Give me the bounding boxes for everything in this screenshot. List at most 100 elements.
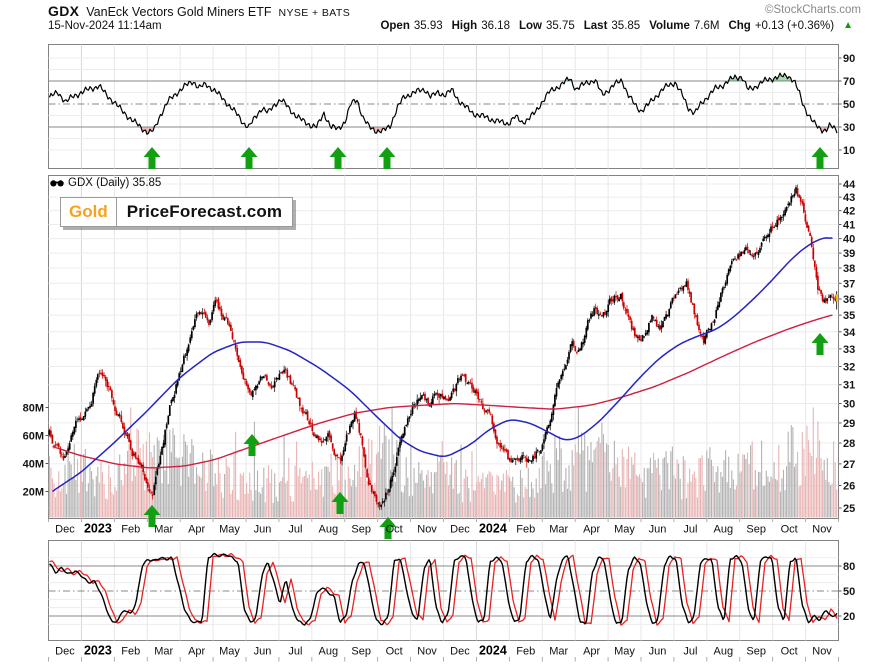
volume-value: 7.6M [693,20,720,32]
buy-signal-arrow [378,147,396,169]
month-label: Feb [121,524,140,536]
buy-signal-arrow [331,492,349,514]
month-label: Apr [188,646,205,658]
axis-tick-label: 80 [843,561,855,573]
buy-signal-arrow [329,147,347,169]
axis-tick-label: 40 [843,234,855,246]
year-label: 2024 [479,522,507,536]
month-label: Dec [450,646,470,658]
month-label: Aug [714,524,734,536]
volume-bars-down [50,407,838,518]
priceforecast-logo[interactable]: Gold PriceForecast.com [60,197,294,227]
month-label: Jul [683,646,697,658]
month-label: Sep [351,524,371,536]
axis-tick-label: 38 [843,263,855,275]
month-label: Jun [649,524,667,536]
month-label: May [614,646,635,658]
month-label: Mar [154,646,173,658]
axis-tick-label: 32 [843,362,855,374]
month-label: Oct [386,524,403,536]
month-label: Jun [649,646,667,658]
month-label: Dec [55,524,75,536]
month-label: Apr [583,524,600,536]
month-label: Feb [516,646,535,658]
change-label: Chg [728,20,751,32]
month-label: Feb [516,524,535,536]
high-value: 36.18 [481,20,510,32]
month-label: Sep [746,524,766,536]
month-label: Apr [188,524,205,536]
month-label: Dec [55,646,75,658]
stoch-signal-line [49,552,838,626]
month-label: Nov [417,524,437,536]
quote-datetime: 15-Nov-2024 11:14am [48,20,162,32]
month-label: Nov [417,646,437,658]
high-label: High [451,20,478,32]
candles-down [50,188,837,507]
exchange-label: NYSE + BATS [278,7,351,19]
year-label: 2024 [479,644,507,658]
main-chart-label-text: GDX (Daily) 35.85 [68,177,162,189]
month-label: Sep [351,646,371,658]
buy-signal-arrow [143,147,161,169]
month-label: Aug [714,646,734,658]
volume-label: Volume [649,20,690,32]
candles-up [48,187,832,508]
axis-tick-label: 34 [843,327,856,339]
axis-tick-label: 27 [843,459,855,471]
axis-tick-label: 41 [843,219,855,231]
month-label: Jun [254,646,272,658]
stockcharts-credit-link[interactable]: ©StockCharts.com [764,4,861,16]
axis-tick-label: 10 [843,145,855,157]
last-label: Last [583,20,608,32]
month-label: Apr [583,646,600,658]
month-label: Nov [812,646,832,658]
month-label: Jul [288,524,302,536]
axis-tick-label: 20 [843,611,855,623]
open-value: 35.93 [413,20,443,32]
month-label: Mar [549,524,568,536]
axis-tick-label: 70 [843,76,855,88]
quote-row: 15-Nov-2024 11:14am Open 35.93 High 36.18 … [48,20,853,32]
chart-title-row: GDX VanEck Vectors Gold Miners ETF NYSE … [48,3,350,19]
ticker-symbol: GDX [48,3,80,19]
axis-tick-label: 33 [843,344,855,356]
change-up-triangle: ▲ [843,20,853,31]
axis-tick-label: 42 [843,206,855,218]
volume-axis-label: 20M [23,487,44,499]
month-label: Oct [781,646,798,658]
main-chart-label: GDX (Daily) 35.85 [50,177,161,189]
month-label: May [219,524,240,536]
axis-tick-label: 26 [843,481,855,493]
axis-tick-label: 35 [843,310,855,322]
axis-tick-label: 36 [843,294,855,306]
axis-tick-label: 25 [843,503,855,515]
axis-tick-label: 39 [843,248,855,260]
month-label: Aug [319,646,339,658]
buy-signal-arrow [379,517,397,539]
month-label: Jun [254,524,272,536]
security-name: VanEck Vectors Gold Miners ETF [86,5,272,19]
axis-tick-label: 30 [843,399,855,411]
axis-tick-label: 44 [843,179,856,191]
buy-signal-arrow [243,434,261,456]
month-label: Dec [450,524,470,536]
slow-ma-line [52,314,833,469]
month-label: May [614,524,635,536]
year-label: 2023 [84,644,112,658]
axis-tick-label: 90 [843,53,855,65]
open-label: Open [380,20,410,32]
change-value: +0.13 (+0.36%) [754,20,835,32]
glasses-icon [50,180,64,187]
last-value: 35.85 [611,20,641,32]
volume-axis-label: 40M [23,459,44,471]
axis-tick-label: 50 [843,586,855,598]
month-label: Oct [781,524,798,536]
low-value: 35.75 [545,20,575,32]
month-label: Jul [288,646,302,658]
month-label: Mar [549,646,568,658]
low-label: Low [518,20,542,32]
month-label: Sep [746,646,766,658]
month-label: Feb [121,646,140,658]
